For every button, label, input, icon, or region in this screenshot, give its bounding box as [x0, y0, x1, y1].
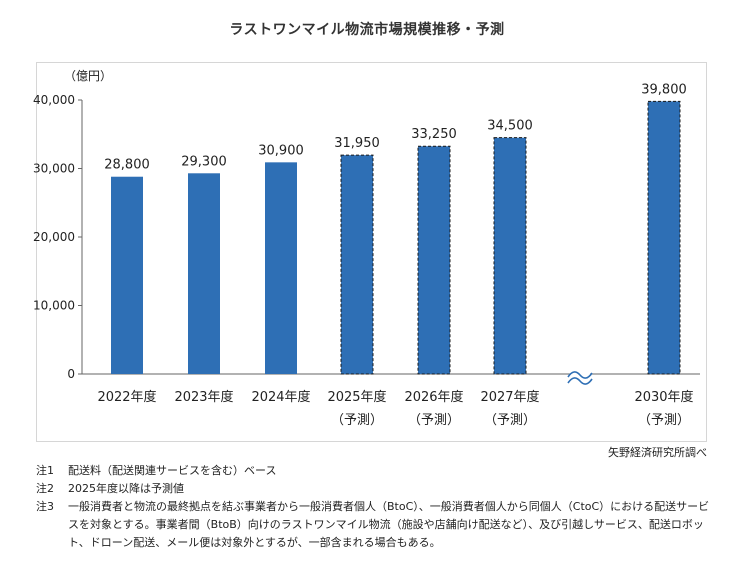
chart-frame	[36, 62, 707, 442]
bar-value-label: 28,800	[104, 158, 150, 173]
x-category-label: 2030年度	[634, 389, 693, 405]
x-category-label: 2022年度	[97, 389, 156, 405]
note-1-label: 注1	[36, 464, 54, 477]
bar	[493, 137, 527, 375]
axis-break-wave-top	[567, 371, 593, 379]
x-sub-label: （予測）	[638, 413, 690, 428]
note-1: 注1 配送料（配送関連サービスを含む）ベース	[36, 462, 711, 480]
y-tick-label: 40,000	[33, 93, 75, 107]
y-tick-label: 0	[67, 367, 75, 381]
bar	[111, 176, 143, 374]
bar-value-label: 34,500	[487, 119, 533, 134]
note-1-text: 配送料（配送関連サービスを含む）ベース	[68, 464, 277, 477]
bar-value-label: 39,800	[641, 82, 687, 97]
source-credit: 矢野経済研究所調べ	[608, 446, 707, 459]
bar	[417, 145, 451, 375]
notes-section: 注1 配送料（配送関連サービスを含む）ベース 注2 2025年度以降は予測値 注…	[36, 462, 711, 552]
bar-chart: （億円） 0 10,000 20,000 30,000 40,000 28,800 2022年…	[33, 69, 700, 428]
x-sub-label: （予測）	[484, 413, 536, 428]
bar	[340, 154, 374, 375]
note-3: 注3 一般消費者と物流の最終拠点を結ぶ事業者から一般消費者個人（BtoC）、一般…	[36, 498, 711, 552]
chart-title: ラストワンマイル物流市場規模推移・予測	[229, 22, 505, 38]
note-2-text: 2025年度以降は予測値	[68, 482, 184, 495]
bar	[647, 100, 681, 375]
bar-value-label: 29,300	[181, 154, 227, 169]
note-2: 注2 2025年度以降は予測値	[36, 480, 711, 498]
bar-value-label: 33,250	[411, 127, 457, 142]
x-category-label: 2026年度	[404, 389, 463, 405]
axis-break-wave-bottom	[567, 377, 593, 385]
y-axis-unit-label: （億円）	[64, 69, 112, 83]
y-tick-label: 10,000	[33, 299, 75, 313]
x-sub-label: （予測）	[408, 413, 460, 428]
y-tick-label: 30,000	[33, 162, 75, 176]
note-3-text: 一般消費者と物流の最終拠点を結ぶ事業者から一般消費者個人（BtoC）、一般消費者…	[68, 500, 710, 549]
bar-value-label: 31,950	[334, 136, 380, 151]
x-category-label: 2025年度	[327, 389, 386, 405]
x-sub-label: （予測）	[331, 413, 383, 428]
bar	[265, 162, 297, 374]
bar	[188, 173, 220, 374]
bar-value-label: 30,900	[258, 143, 304, 158]
x-category-label: 2027年度	[480, 389, 539, 405]
y-tick-label: 20,000	[33, 230, 75, 244]
x-category-label: 2024年度	[251, 389, 310, 405]
x-category-label: 2023年度	[174, 389, 233, 405]
note-3-label: 注3	[36, 500, 54, 513]
note-2-label: 注2	[36, 482, 54, 495]
